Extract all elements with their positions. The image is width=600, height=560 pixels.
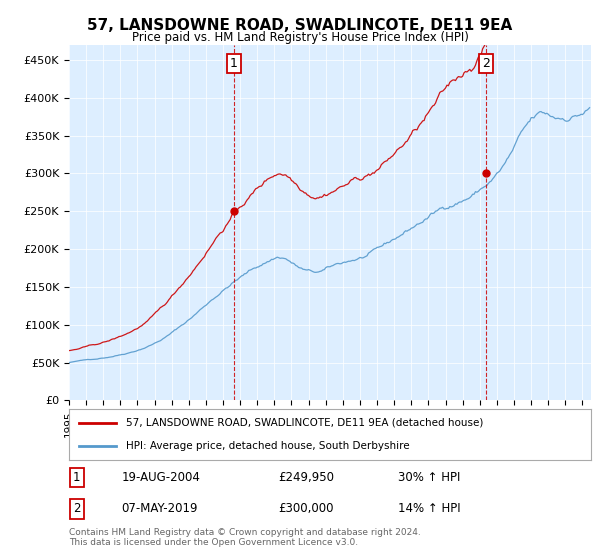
Text: Price paid vs. HM Land Registry's House Price Index (HPI): Price paid vs. HM Land Registry's House … [131, 31, 469, 44]
Text: 14% ↑ HPI: 14% ↑ HPI [398, 502, 460, 515]
Text: 2: 2 [73, 502, 80, 515]
Text: 57, LANSDOWNE ROAD, SWADLINCOTE, DE11 9EA (detached house): 57, LANSDOWNE ROAD, SWADLINCOTE, DE11 9E… [127, 418, 484, 428]
Text: 1: 1 [73, 471, 80, 484]
Text: 2: 2 [482, 57, 490, 70]
Text: £249,950: £249,950 [278, 471, 334, 484]
Text: 1: 1 [230, 57, 238, 70]
Text: 19-AUG-2004: 19-AUG-2004 [121, 471, 200, 484]
Text: 07-MAY-2019: 07-MAY-2019 [121, 502, 198, 515]
Text: 57, LANSDOWNE ROAD, SWADLINCOTE, DE11 9EA: 57, LANSDOWNE ROAD, SWADLINCOTE, DE11 9E… [88, 18, 512, 33]
Text: Contains HM Land Registry data © Crown copyright and database right 2024.
This d: Contains HM Land Registry data © Crown c… [69, 528, 421, 548]
Text: HPI: Average price, detached house, South Derbyshire: HPI: Average price, detached house, Sout… [127, 441, 410, 451]
Text: £300,000: £300,000 [278, 502, 334, 515]
Text: 30% ↑ HPI: 30% ↑ HPI [398, 471, 460, 484]
